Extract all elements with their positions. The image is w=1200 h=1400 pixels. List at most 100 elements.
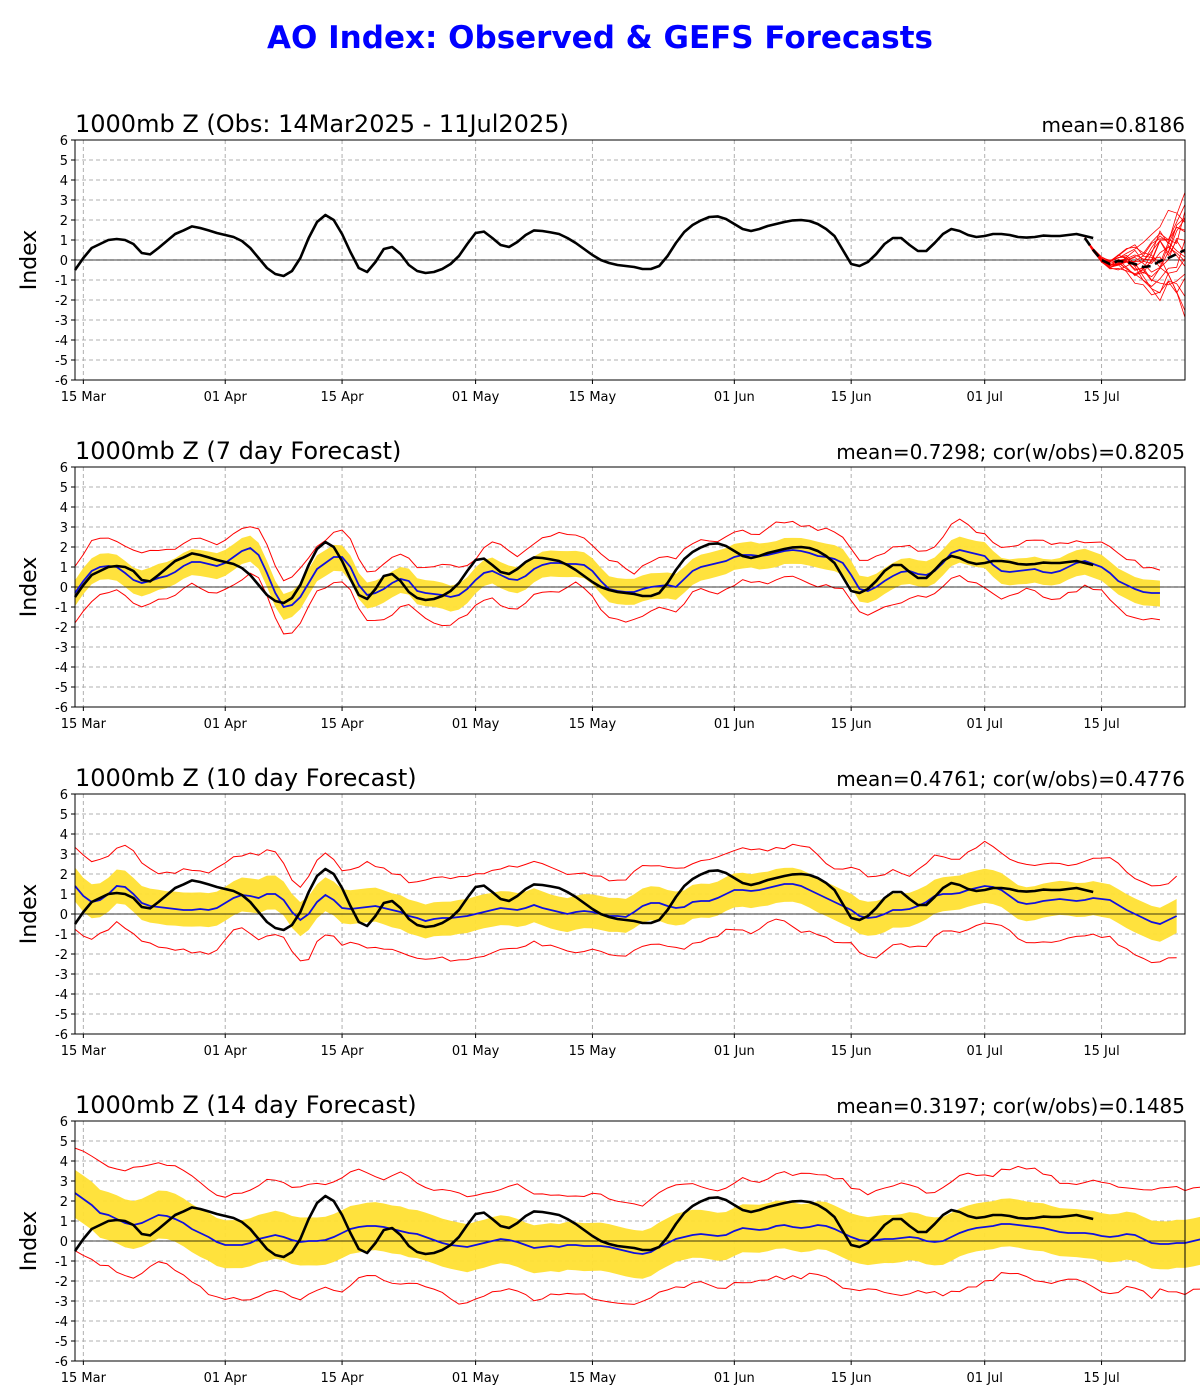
y-tick-label: -5 — [55, 1008, 68, 1023]
y-tick-label: 5 — [60, 154, 68, 169]
x-tick-label: 01 Apr — [204, 1044, 248, 1059]
observed-line — [73, 540, 1094, 605]
y-tick-label: -4 — [55, 334, 68, 349]
y-tick-label: -4 — [55, 1315, 68, 1330]
x-tick-label: 15 Jun — [831, 1044, 872, 1059]
panel-1: 1000mb Z (Obs: 14Mar2025 - 11Jul2025) mea… — [17, 110, 1186, 405]
y-tick-label: -6 — [55, 701, 68, 716]
y-tick-label: -2 — [55, 294, 68, 309]
panel-title: 1000mb Z (10 day Forecast) — [75, 764, 417, 792]
y-tick-label: 0 — [60, 908, 68, 923]
x-tick-label: 01 May — [452, 1371, 500, 1386]
x-tick-label: 15 Apr — [320, 1044, 364, 1059]
x-tick-label: 15 Jul — [1083, 717, 1119, 732]
y-tick-label: -3 — [55, 641, 68, 656]
y-axis-label: Index — [17, 1211, 42, 1272]
x-tick-label: 01 Apr — [204, 390, 248, 405]
y-tick-label: -6 — [55, 374, 68, 389]
x-tick-label: 15 Jul — [1083, 390, 1119, 405]
y-tick-label: 1 — [60, 561, 68, 576]
y-tick-label: 5 — [60, 481, 68, 496]
y-tick-label: 4 — [60, 828, 68, 843]
panel-stats: mean=0.8186 — [1042, 113, 1185, 137]
x-tick-label: 01 Jun — [714, 1371, 755, 1386]
y-tick-label: -1 — [55, 601, 68, 616]
ensemble-max-line — [74, 840, 1177, 888]
x-tick-label: 15 Apr — [320, 717, 364, 732]
y-tick-label: -3 — [55, 314, 68, 329]
y-tick-label: -6 — [55, 1355, 68, 1370]
panel-stats: mean=0.3197; cor(w/obs)=0.1485 — [836, 1094, 1185, 1118]
x-tick-label: 01 May — [452, 1044, 500, 1059]
y-tick-label: 1 — [60, 234, 68, 249]
ensemble-min-line — [74, 918, 1177, 964]
ensemble-member-line — [1084, 237, 1186, 318]
ensemble-spread-band — [75, 1169, 1200, 1279]
x-tick-label: 15 May — [569, 390, 617, 405]
x-tick-label: 15 Mar — [61, 717, 107, 732]
panel-stats: mean=0.7298; cor(w/obs)=0.8205 — [836, 440, 1185, 464]
panel-2: 1000mb Z (7 day Forecast) mean=0.7298; co… — [17, 437, 1186, 732]
y-tick-label: -1 — [55, 1255, 68, 1270]
y-tick-label: 6 — [60, 134, 68, 149]
y-tick-label: -5 — [55, 354, 68, 369]
x-tick-label: 15 Jun — [831, 1371, 872, 1386]
x-tick-label: 01 Apr — [204, 717, 248, 732]
y-tick-label: 3 — [60, 848, 68, 863]
x-tick-label: 15 Mar — [61, 1044, 107, 1059]
y-tick-label: -1 — [55, 928, 68, 943]
x-tick-label: 01 Jul — [967, 1371, 1003, 1386]
y-tick-label: 3 — [60, 1175, 68, 1190]
main-title: AO Index: Observed & GEFS Forecasts — [267, 20, 933, 56]
y-tick-label: -2 — [55, 1275, 68, 1290]
x-tick-label: 01 May — [452, 390, 500, 405]
y-tick-label: 1 — [60, 1215, 68, 1230]
y-tick-label: 3 — [60, 194, 68, 209]
x-tick-label: 15 Mar — [61, 1371, 107, 1386]
x-tick-label: 15 Jul — [1083, 1044, 1119, 1059]
y-tick-label: -3 — [55, 968, 68, 983]
y-tick-label: -3 — [55, 1295, 68, 1310]
x-tick-label: 15 Apr — [320, 1371, 364, 1386]
x-tick-label: 15 Jul — [1083, 1371, 1119, 1386]
x-tick-label: 01 May — [452, 717, 500, 732]
y-tick-label: 5 — [60, 808, 68, 823]
x-tick-label: 15 May — [569, 1044, 617, 1059]
panel-title: 1000mb Z (14 day Forecast) — [75, 1091, 417, 1119]
y-tick-label: 2 — [60, 541, 68, 556]
ensemble-max-line — [74, 518, 1161, 582]
ensemble-spread-band — [75, 535, 1160, 620]
y-tick-label: 0 — [60, 254, 68, 269]
y-tick-label: 6 — [60, 788, 68, 803]
y-tick-label: -4 — [55, 661, 68, 676]
y-tick-label: 5 — [60, 1135, 68, 1150]
ensemble-spread-band — [75, 867, 1177, 942]
x-tick-label: 01 Jul — [967, 1044, 1003, 1059]
y-axis-label: Index — [17, 230, 42, 291]
panel-title: 1000mb Z (7 day Forecast) — [75, 437, 401, 465]
y-tick-label: 0 — [60, 581, 68, 596]
y-axis-label: Index — [17, 557, 42, 618]
y-tick-label: -2 — [55, 948, 68, 963]
y-tick-label: 4 — [60, 174, 68, 189]
panel-stats: mean=0.4761; cor(w/obs)=0.4776 — [836, 767, 1185, 791]
y-axis-label: Index — [17, 884, 42, 945]
x-tick-label: 15 Jun — [831, 717, 872, 732]
ensemble-member-line — [1084, 226, 1186, 277]
y-tick-label: 3 — [60, 521, 68, 536]
y-tick-label: 6 — [60, 461, 68, 476]
panel-4: 1000mb Z (14 day Forecast) mean=0.3197; c… — [17, 1091, 1200, 1386]
y-tick-label: 0 — [60, 1235, 68, 1250]
y-tick-label: 4 — [60, 1155, 68, 1170]
x-tick-label: 15 Mar — [61, 390, 107, 405]
x-tick-label: 15 Apr — [320, 390, 364, 405]
panel-3: 1000mb Z (10 day Forecast) mean=0.4761; c… — [17, 764, 1186, 1059]
observed-line — [73, 213, 1094, 278]
observed-line — [73, 1194, 1094, 1259]
ensemble-min-line — [74, 1250, 1200, 1305]
y-tick-label: -2 — [55, 621, 68, 636]
ensemble-member-line — [1084, 209, 1186, 261]
x-tick-label: 01 Jun — [714, 717, 755, 732]
y-tick-label: -5 — [55, 1335, 68, 1350]
